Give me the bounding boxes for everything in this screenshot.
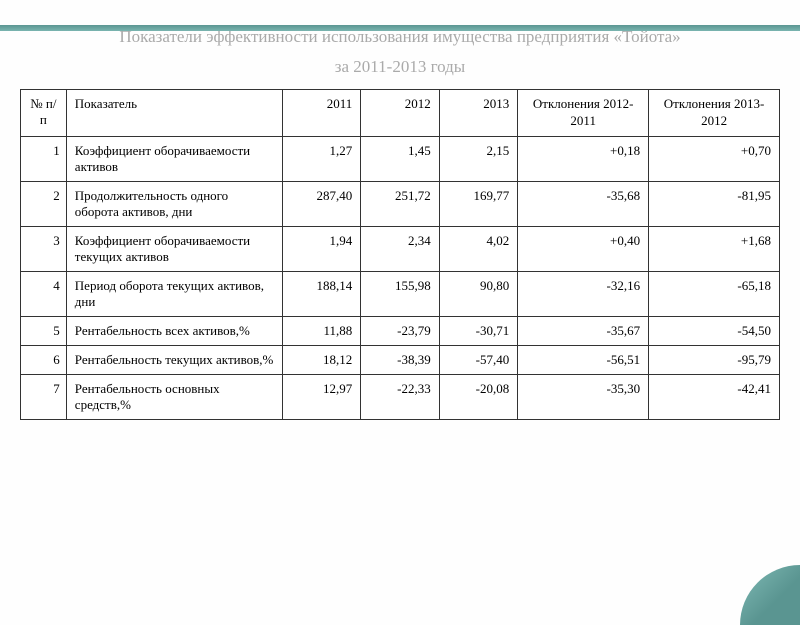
cell-dev1: -35,68 (518, 181, 649, 226)
cell-2011: 287,40 (282, 181, 361, 226)
cell-name: Рентабельность всех активов,% (66, 316, 282, 345)
cell-dev2: +0,70 (649, 136, 780, 181)
page-subtitle: за 2011-2013 годы (0, 57, 800, 77)
cell-2013: -30,71 (439, 316, 518, 345)
cell-name: Продолжительность одного оборота активов… (66, 181, 282, 226)
cell-name: Период оборота текущих активов, дни (66, 271, 282, 316)
cell-2012: 2,34 (361, 226, 440, 271)
table-row: 2 Продолжительность одного оборота актив… (21, 181, 780, 226)
cell-dev1: +0,40 (518, 226, 649, 271)
cell-2013: 169,77 (439, 181, 518, 226)
cell-dev1: +0,18 (518, 136, 649, 181)
col-header-2012: 2012 (361, 89, 440, 136)
header-accent (0, 25, 800, 31)
cell-2011: 12,97 (282, 374, 361, 419)
cell-2013: 4,02 (439, 226, 518, 271)
cell-num: 7 (21, 374, 67, 419)
cell-dev2: -42,41 (649, 374, 780, 419)
cell-num: 3 (21, 226, 67, 271)
cell-dev1: -56,51 (518, 345, 649, 374)
cell-num: 6 (21, 345, 67, 374)
cell-2013: -57,40 (439, 345, 518, 374)
cell-2013: -20,08 (439, 374, 518, 419)
cell-2013: 2,15 (439, 136, 518, 181)
cell-dev2: -54,50 (649, 316, 780, 345)
cell-2012: 155,98 (361, 271, 440, 316)
cell-dev1: -32,16 (518, 271, 649, 316)
cell-2012: -22,33 (361, 374, 440, 419)
cell-name: Рентабельность текущих активов,% (66, 345, 282, 374)
cell-dev2: -65,18 (649, 271, 780, 316)
table-container: № п/п Показатель 2011 2012 2013 Отклонен… (0, 89, 800, 440)
col-header-dev1: Отклонения 2012-2011 (518, 89, 649, 136)
cell-dev1: -35,67 (518, 316, 649, 345)
cell-2011: 1,94 (282, 226, 361, 271)
cell-2012: -38,39 (361, 345, 440, 374)
data-table: № п/п Показатель 2011 2012 2013 Отклонен… (20, 89, 780, 420)
corner-accent (740, 565, 800, 625)
col-header-2011: 2011 (282, 89, 361, 136)
cell-name: Коэффициент оборачиваемости активов (66, 136, 282, 181)
cell-num: 1 (21, 136, 67, 181)
cell-2011: 18,12 (282, 345, 361, 374)
col-header-dev2: Отклонения 2013-2012 (649, 89, 780, 136)
cell-num: 4 (21, 271, 67, 316)
col-header-name: Показатель (66, 89, 282, 136)
cell-dev2: +1,68 (649, 226, 780, 271)
cell-2012: 1,45 (361, 136, 440, 181)
table-row: 1 Коэффициент оборачиваемости активов 1,… (21, 136, 780, 181)
table-row: 6 Рентабельность текущих активов,% 18,12… (21, 345, 780, 374)
col-header-2013: 2013 (439, 89, 518, 136)
cell-2012: 251,72 (361, 181, 440, 226)
cell-2012: -23,79 (361, 316, 440, 345)
table-row: 4 Период оборота текущих активов, дни 18… (21, 271, 780, 316)
cell-name: Рентабельность основных средств,% (66, 374, 282, 419)
table-row: 3 Коэффициент оборачиваемости текущих ак… (21, 226, 780, 271)
cell-dev2: -81,95 (649, 181, 780, 226)
cell-2013: 90,80 (439, 271, 518, 316)
cell-dev2: -95,79 (649, 345, 780, 374)
col-header-num: № п/п (21, 89, 67, 136)
table-row: 7 Рентабельность основных средств,% 12,9… (21, 374, 780, 419)
cell-dev1: -35,30 (518, 374, 649, 419)
table-header-row: № п/п Показатель 2011 2012 2013 Отклонен… (21, 89, 780, 136)
table-row: 5 Рентабельность всех активов,% 11,88 -2… (21, 316, 780, 345)
cell-num: 5 (21, 316, 67, 345)
cell-name: Коэффициент оборачиваемости текущих акти… (66, 226, 282, 271)
cell-2011: 1,27 (282, 136, 361, 181)
table-body: 1 Коэффициент оборачиваемости активов 1,… (21, 136, 780, 419)
cell-num: 2 (21, 181, 67, 226)
cell-2011: 11,88 (282, 316, 361, 345)
cell-2011: 188,14 (282, 271, 361, 316)
